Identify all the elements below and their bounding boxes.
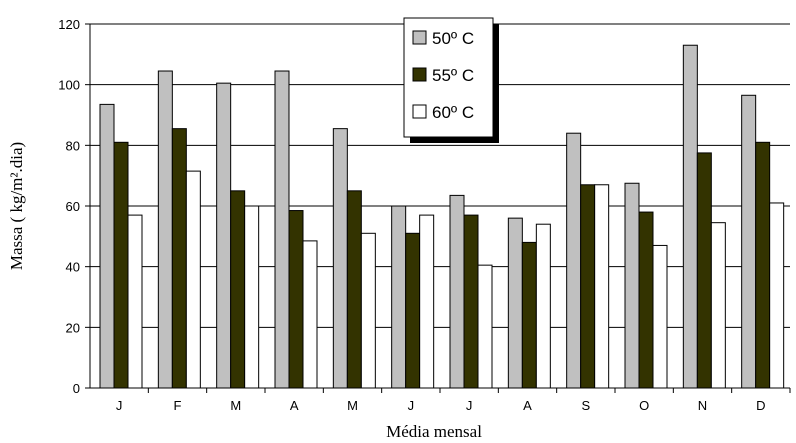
bar-1 [449,194,465,389]
bar-1 [624,182,640,389]
bar-2 [755,141,771,389]
bar-2 [230,190,246,389]
bar-1 [157,70,173,389]
x-tick-label: S [581,398,590,413]
legend: 50º C 55º C 60º C [403,17,499,143]
x-tick-label: M [347,398,358,413]
x-axis-title: Média mensal [386,422,482,441]
bar-2 [171,128,187,389]
bar-2 [288,210,304,389]
legend-swatch [412,67,427,82]
bar-2 [113,141,129,389]
y-tick-label: 80 [66,138,80,153]
y-tick-label: 120 [58,17,80,32]
bar-2 [405,232,421,389]
bar-3 [594,184,610,389]
y-tick-label: 0 [73,381,80,396]
x-tick-label: O [639,398,649,413]
legend-label: 50º C [432,29,474,48]
bar-2 [346,190,362,389]
legend-label: 60º C [432,103,474,122]
bar-3 [769,202,785,389]
y-tick-label: 40 [66,260,80,275]
y-tick-label: 100 [58,78,80,93]
bar-3 [127,214,143,389]
bar-3 [535,223,551,389]
bar-2 [638,211,654,389]
x-tick-label: J [466,398,473,413]
bar-1 [682,44,698,389]
x-tick-label: J [116,398,123,413]
bar-3 [185,170,201,389]
x-tick-label: A [523,398,532,413]
bar-3 [302,240,318,389]
bar-3 [360,232,376,389]
bar-2 [463,214,479,389]
bar-1 [566,132,582,389]
bar-1 [99,103,115,389]
y-axis-title: Massa ( kg/m².dia) [7,142,26,270]
bar-2 [696,152,712,389]
x-tick-label: D [756,398,765,413]
bar-1 [391,205,407,389]
bars [99,44,785,389]
bar-3 [477,264,493,389]
x-tick-label: J [408,398,415,413]
bar-3 [652,244,668,389]
bar-1 [274,70,290,389]
bar-3 [419,214,435,389]
bar-1 [216,82,232,389]
x-tick-label: A [290,398,299,413]
x-tick-label: F [174,398,182,413]
y-tick-label: 20 [66,320,80,335]
bar-1 [507,217,523,389]
legend-swatch [412,104,427,119]
x-tick-label: N [698,398,707,413]
bar-3 [244,205,260,389]
bar-2 [521,241,537,389]
y-tick-label: 60 [66,199,80,214]
legend-swatch [412,30,427,45]
bar-3 [710,222,726,389]
y-ticks: 0 20 40 60 80 100 120 [58,17,90,396]
legend-label: 55º C [432,66,474,85]
x-tick-label: M [230,398,241,413]
bar-1 [741,94,757,389]
bar-1 [332,128,348,389]
bar-2 [580,184,596,389]
